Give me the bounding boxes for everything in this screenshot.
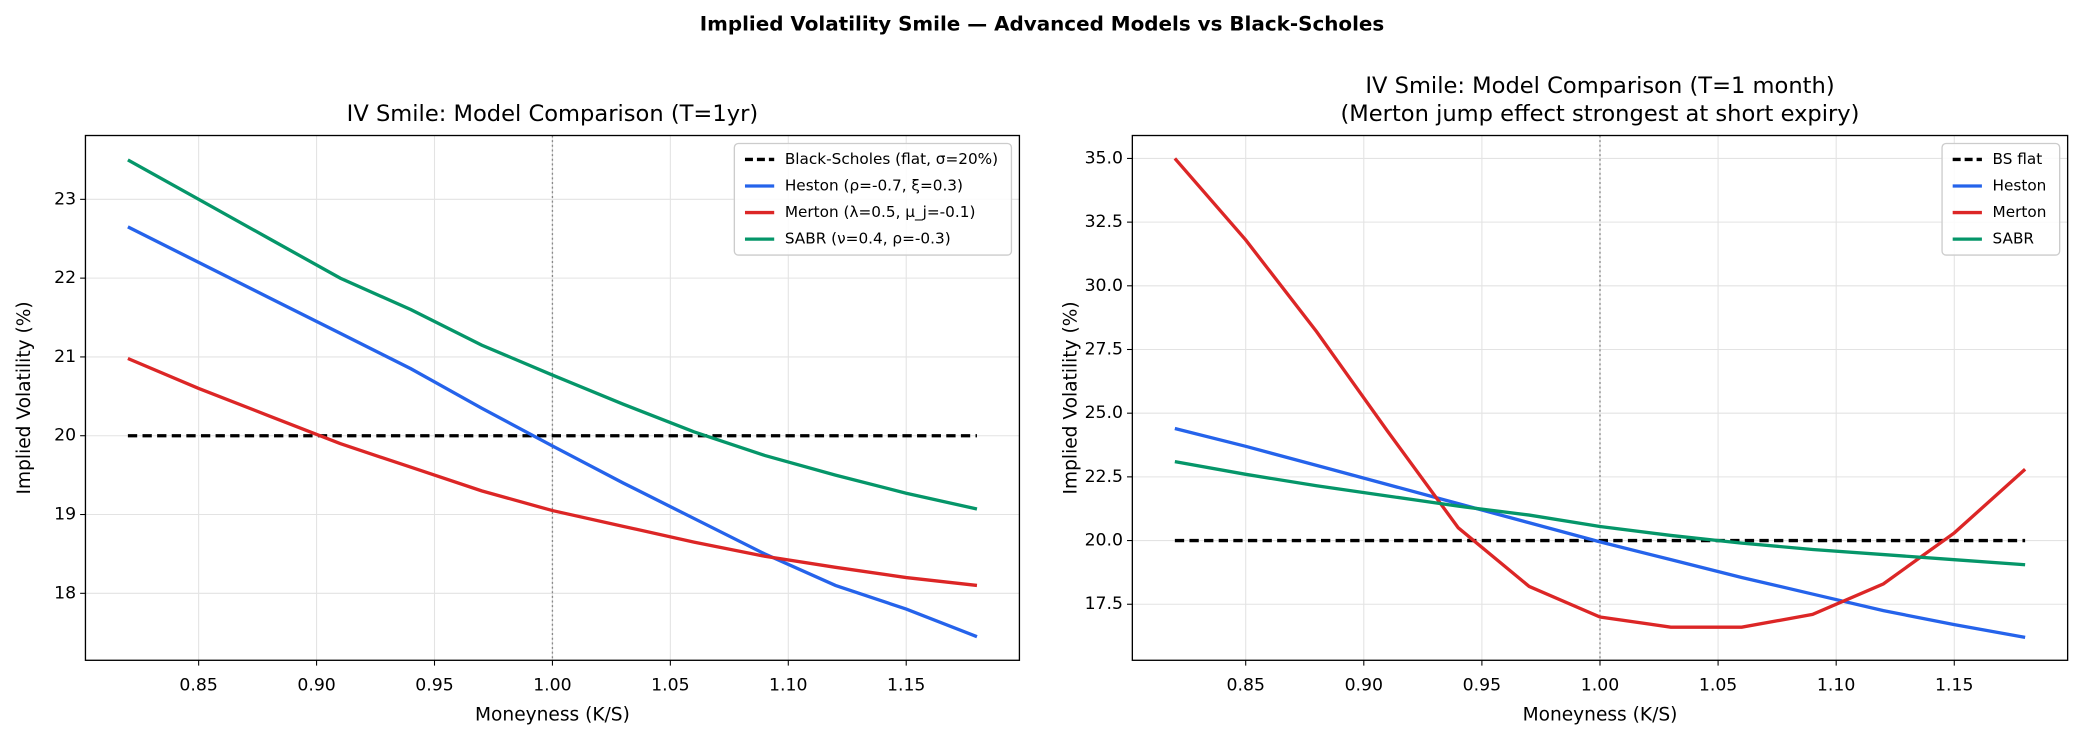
legend: Black-Scholes (flat, σ=20%) Heston (ρ=-0.… (733, 142, 1013, 256)
subplot: IV Smile: Model Comparison (T=1 month)(M… (1061, 73, 2069, 725)
x-tick-label: 1.00 (1581, 676, 1619, 696)
x-tick-label: 1.05 (651, 676, 689, 696)
y-tick-label: 32.5 (1085, 212, 1123, 232)
x-tick-label: 0.85 (179, 676, 217, 696)
series-line (127, 356, 978, 588)
x-tick-label: 1.00 (533, 676, 571, 696)
x-tick-label: 1.15 (887, 676, 925, 696)
x-axis-label: Moneyness (K/S) (1523, 704, 1678, 725)
y-axis-label: Implied Volatility (%) (1061, 301, 1082, 494)
axes-frame (1131, 134, 2069, 661)
series-line (127, 158, 978, 511)
x-tick-label: 0.95 (1463, 676, 1501, 696)
y-tick-label: 23 (54, 189, 76, 209)
y-tick-label: 22.5 (1085, 467, 1123, 487)
x-tick-label: 0.85 (1226, 676, 1264, 696)
series-line (1174, 459, 2026, 567)
legend-label: SABR (1993, 230, 2035, 248)
y-tick-label: 30.0 (1085, 276, 1123, 296)
subplot: IV Smile: Model Comparison (T=1yr) 0.85 0.… (14, 101, 1021, 725)
x-tick-label: 0.90 (1345, 676, 1383, 696)
y-tick-label: 21 (54, 347, 76, 367)
y-tick-label: 25.0 (1085, 403, 1123, 423)
y-axis-label: Implied Volatility (%) (14, 301, 35, 494)
axes-frame (84, 134, 1021, 661)
x-tick-label: 0.90 (297, 676, 335, 696)
legend-label: Merton (λ=0.5, μ_j=-0.1) (785, 203, 976, 222)
series-line (1173, 157, 2027, 629)
legend-label: Merton (1993, 203, 2047, 221)
y-tick-label: 19 (54, 505, 76, 525)
figure-title: Implied Volatility Smile — Advanced Mode… (700, 13, 1385, 36)
legend-label: Heston (1993, 176, 2047, 194)
legend-label: Heston (ρ=-0.7, ξ=0.3) (785, 176, 963, 194)
x-tick-label: 1.05 (1699, 676, 1737, 696)
y-tick-label: 17.5 (1085, 594, 1123, 614)
series-line (127, 225, 978, 639)
legend-label: SABR (ν=0.4, ρ=-0.3) (785, 230, 951, 248)
x-axis-label: Moneyness (K/S) (475, 704, 630, 725)
y-tick-label: 18 (54, 583, 76, 603)
x-tick-label: 1.10 (1817, 676, 1855, 696)
y-tick-label: 20 (54, 426, 76, 446)
legend: BS flat Heston Merton SABR (1941, 142, 2061, 256)
y-tick-label: 20.0 (1085, 531, 1123, 551)
legend-label: Black-Scholes (flat, σ=20%) (785, 150, 998, 168)
y-tick-label: 22 (54, 268, 76, 288)
legend-box (1941, 142, 2061, 256)
series-line (1174, 426, 2026, 639)
subplot-title: IV Smile: Model Comparison (T=1 month) (1365, 73, 1834, 99)
subplot-title: (Merton jump effect strongest at short e… (1340, 101, 1859, 127)
legend-box (733, 142, 1013, 256)
y-tick-label: 27.5 (1085, 339, 1123, 359)
y-tick-label: 35.0 (1085, 148, 1123, 168)
subplot-title: IV Smile: Model Comparison (T=1yr) (347, 101, 759, 127)
x-tick-label: 1.10 (769, 676, 807, 696)
legend-label: BS flat (1993, 150, 2043, 168)
x-tick-label: 1.15 (1935, 676, 1973, 696)
x-tick-label: 0.95 (415, 676, 453, 696)
